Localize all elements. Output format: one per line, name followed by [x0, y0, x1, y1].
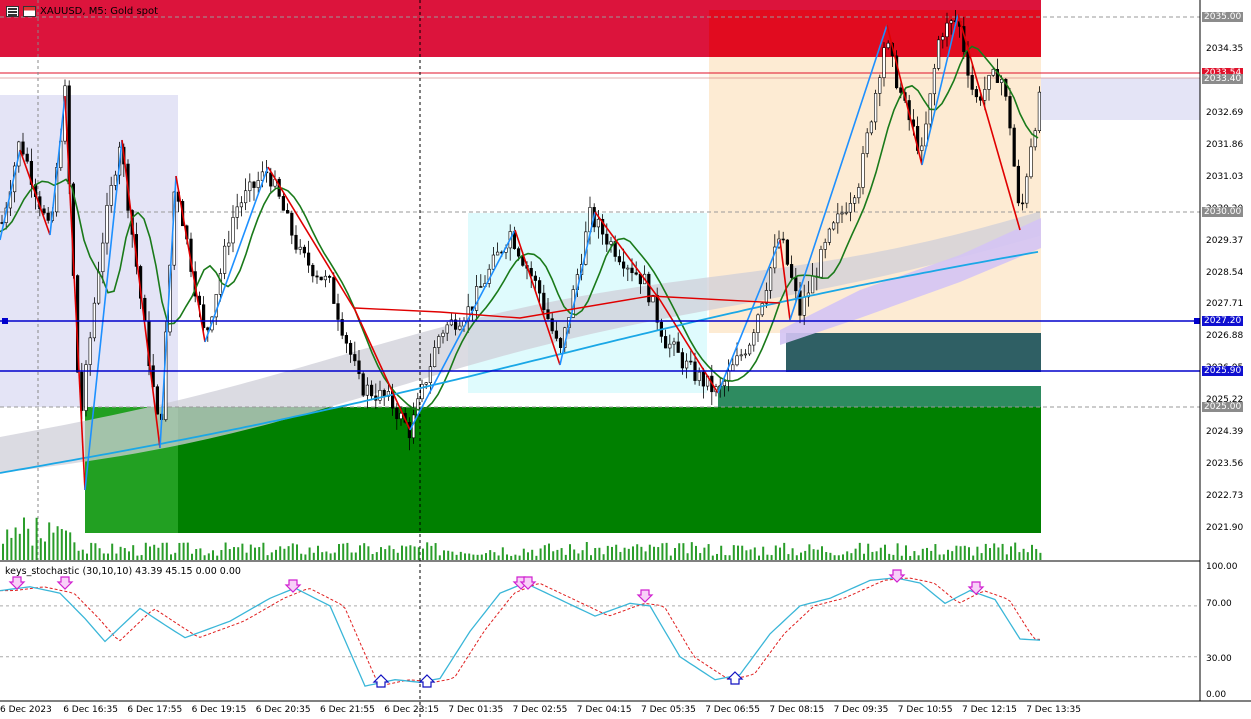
ma-ribbon-purple	[780, 218, 1041, 345]
volume-bars	[2, 517, 1042, 560]
sell-arrow-icon	[967, 581, 985, 595]
time-axis-label: 6 Dec 2023	[0, 705, 52, 715]
buy-arrow-icon	[372, 674, 390, 688]
time-axis-label: 7 Dec 05:35	[641, 705, 696, 715]
moving-average-slow	[0, 251, 1039, 474]
time-axis-label: 6 Dec 21:55	[320, 705, 375, 715]
stoch-signal-line	[0, 577, 1041, 687]
time-axis-label: 7 Dec 01:35	[448, 705, 504, 715]
demand-zone-seagreen	[718, 386, 1041, 407]
price-axis-label: 2034.35	[1206, 43, 1244, 54]
ma-ribbon	[0, 211, 1040, 474]
zigzag-segment	[159, 175, 177, 449]
price-axis-label: 2023.56	[1206, 459, 1244, 470]
price-axis-label: 2021.90	[1206, 523, 1244, 533]
zigzag-segment	[659, 299, 719, 394]
time-axis-label: 7 Dec 12:15	[962, 705, 1017, 715]
zigzag-segment	[957, 13, 1021, 231]
time-axis-label: 7 Dec 09:35	[833, 705, 889, 715]
zigzag-segment	[0, 149, 21, 241]
range-box-lavender-right	[1041, 78, 1200, 120]
list-icon[interactable]	[6, 5, 19, 17]
time-axis-label: 7 Dec 08:15	[769, 705, 825, 715]
time-axis-label: 6 Dec 19:15	[191, 705, 247, 715]
osc-axis-label: 0.00	[1206, 690, 1227, 700]
moving-average-fast	[0, 45, 1039, 411]
zigzag-segment	[886, 24, 923, 166]
price-axis-label: 2025.22	[1206, 395, 1244, 406]
zigzag-segment	[921, 13, 959, 166]
chart-type-icon[interactable]	[23, 5, 36, 17]
zigzag-segment	[559, 211, 596, 366]
zigzag-segment	[409, 229, 516, 431]
hline-handle	[2, 318, 8, 324]
zigzag-segment	[64, 95, 86, 491]
time-axis-label: 7 Dec 04:15	[576, 705, 632, 715]
price-tag: 2030.00	[1202, 207, 1244, 217]
sell-arrow-icon	[8, 576, 26, 590]
buy-arrow-icon	[418, 674, 436, 688]
demand-zone-teal	[786, 333, 1041, 372]
zigzag-segment	[204, 166, 269, 343]
zigzag-segment	[514, 229, 561, 366]
price-axis-label: 2032.69	[1206, 107, 1244, 118]
zigzag-segment	[717, 239, 781, 394]
osc-axis-label: 100.00	[1206, 562, 1238, 572]
sell-arrow-icon	[636, 589, 654, 603]
hline-handle	[1194, 318, 1200, 324]
time-axis-label: 7 Dec 10:55	[897, 705, 953, 715]
sell-arrow-icon	[519, 576, 537, 590]
price-axis-label: 2022.73	[1206, 491, 1244, 502]
resistance-path	[354, 295, 781, 319]
sell-arrow-icon	[56, 576, 74, 590]
sell-arrow-icon	[888, 569, 906, 583]
price-axis-label: 2031.03	[1206, 171, 1244, 182]
price-axis-label: 2026.88	[1206, 331, 1244, 342]
price-tag: 2033.54	[1202, 68, 1244, 78]
price-tag: 2025.90	[1202, 366, 1244, 376]
zigzag-segment	[121, 139, 161, 449]
time-axis-label: 6 Dec 20:35	[255, 705, 311, 715]
price-tag: 2027.20	[1202, 316, 1244, 326]
zigzag-segment	[19, 149, 51, 236]
time-axis-label: 7 Dec 13:35	[1026, 705, 1081, 715]
price-axis-label: 2024.39	[1206, 427, 1244, 438]
price-axis-label: 2028.54	[1206, 267, 1244, 278]
sell-arrow-icon	[284, 579, 302, 593]
symbol-label: XAUUSD, M5: Gold spot	[40, 5, 159, 17]
osc-axis-label: 30.00	[1206, 654, 1232, 664]
time-axis-label: 7 Dec 02:55	[512, 705, 568, 715]
price-axis-label: 2031.86	[1206, 139, 1244, 150]
time-axis-label: 7 Dec 06:55	[705, 705, 760, 715]
osc-axis-label: 70.00	[1206, 599, 1232, 609]
price-axis-label: 2027.71	[1206, 299, 1244, 310]
supply-zone-inner	[709, 10, 1041, 57]
time-axis-label: 6 Dec 23:15	[384, 705, 439, 715]
stoch-main-line	[0, 577, 1041, 687]
buy-arrow-icon	[726, 671, 744, 685]
price-tag: 2025.00	[1202, 402, 1244, 412]
price-axis-label: 2029.37	[1206, 235, 1244, 246]
chart-header: XAUUSD, M5: Gold spot	[6, 4, 158, 18]
time-axis-label: 6 Dec 16:35	[63, 705, 118, 715]
zigzag-segment	[779, 239, 791, 321]
zigzag-segment	[84, 139, 123, 491]
time-axis-label: 6 Dec 17:55	[127, 705, 183, 715]
zigzag-segment	[789, 24, 888, 321]
zigzag-segment	[354, 309, 411, 431]
zigzag-segment	[49, 95, 66, 236]
zigzag-segment	[267, 166, 356, 311]
price-tag: 2035.00	[1202, 12, 1244, 22]
zigzag-segment	[594, 211, 661, 301]
price-tag: 2033.40	[1202, 74, 1244, 84]
zigzag-segment	[175, 175, 206, 343]
indicator-label: keys_stochastic (30,10,10) 43.39 45.15 0…	[5, 566, 241, 577]
